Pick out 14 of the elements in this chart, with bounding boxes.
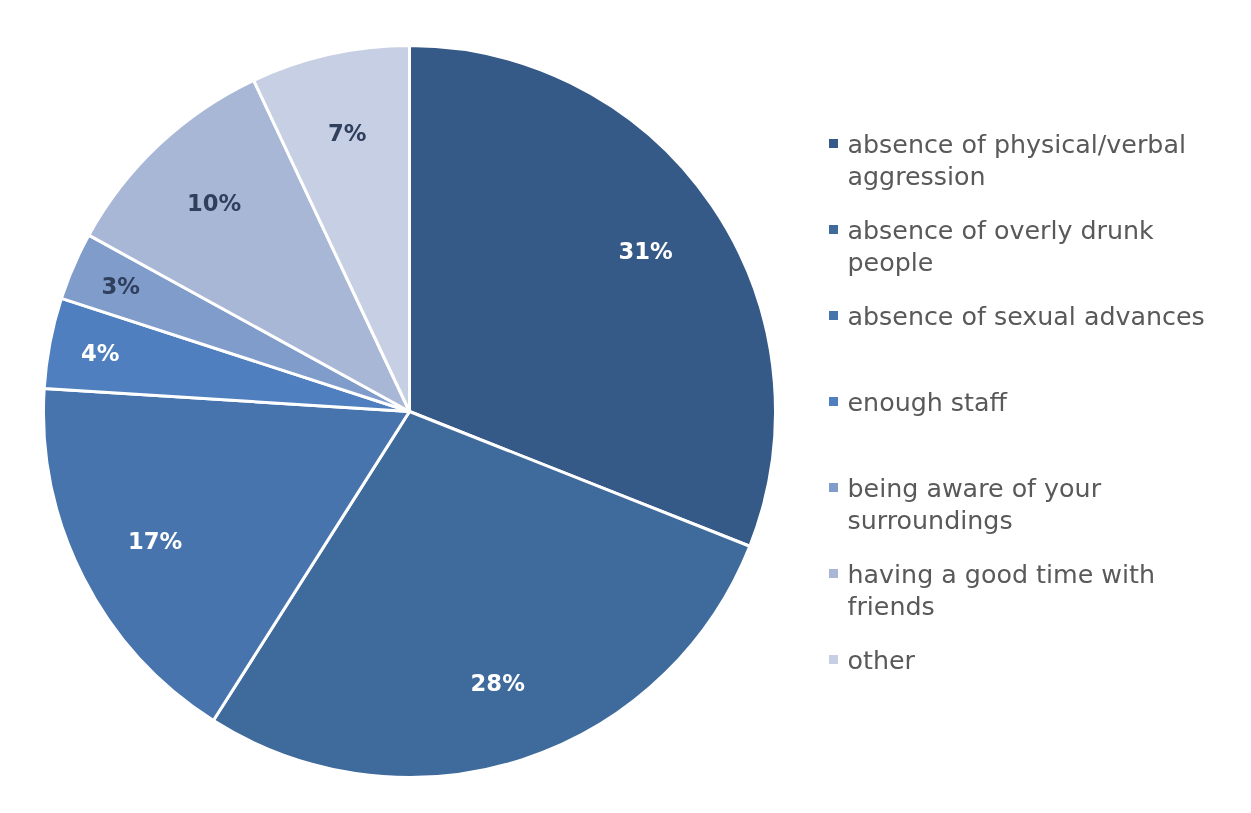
data-label: 28%: [470, 670, 525, 697]
data-label: 31%: [618, 238, 673, 265]
data-label: 4%: [81, 339, 120, 366]
legend-label: absence of sexual advances: [847, 300, 1205, 331]
legend-label: absence of physical/verbal aggression: [847, 128, 1186, 191]
data-label: 7%: [327, 119, 367, 146]
data-label: 17%: [128, 528, 183, 555]
legend-label: being aware of your surroundings: [847, 472, 1102, 535]
data-label: 10%: [186, 190, 242, 217]
data-label: 3%: [101, 273, 140, 300]
legend-label: having a good time with friends: [847, 558, 1156, 621]
legend-label: other: [847, 644, 916, 675]
legend-label: enough staff: [847, 386, 1008, 417]
legend-label: absence of overly drunk people: [847, 214, 1155, 277]
